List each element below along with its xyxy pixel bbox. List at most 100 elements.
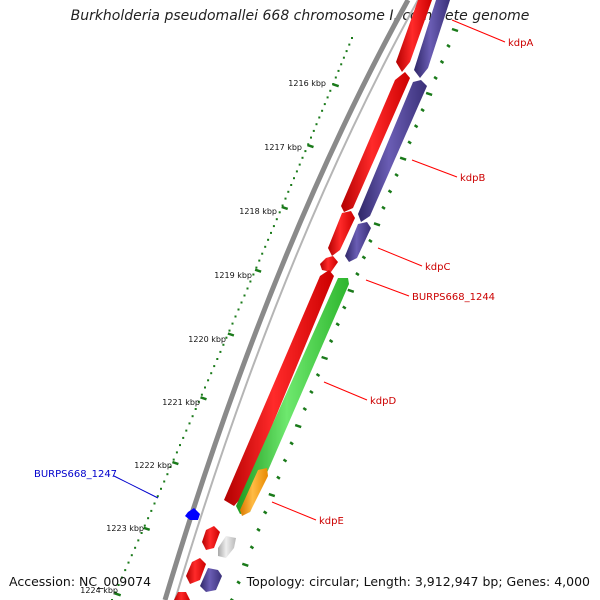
- ruler-dot: [216, 358, 219, 360]
- ruler-tick-label: 1217 kbp: [264, 143, 302, 152]
- ruler-dot: [117, 584, 120, 586]
- gene-kdpA-purple[interactable]: [414, 0, 450, 78]
- ruler-ticks: 1216 kbp 1217 kbp 1218 kbp 1219 kbp 1220 kbp…: [80, 79, 340, 597]
- ruler-dot: [337, 69, 340, 72]
- label-kdpE[interactable]: kdpE: [319, 516, 344, 527]
- gene-BURPS668_1244[interactable]: [320, 256, 338, 272]
- track-mark: [446, 43, 451, 48]
- leader-kdpC: [377, 247, 423, 267]
- gene-kdpB-purple[interactable]: [358, 80, 427, 222]
- track-mark: [302, 406, 307, 412]
- gene-kdpB-red[interactable]: [341, 72, 410, 212]
- accession-text: Accession: NC_009074: [9, 574, 152, 589]
- label-kdpA[interactable]: kdpA: [508, 38, 533, 49]
- ruler-dot: [127, 561, 130, 564]
- ruler-dot: [160, 487, 162, 490]
- ruler-dot: [194, 408, 197, 410]
- ruler-tick: [143, 526, 151, 531]
- leader-BURPS668_1247: [113, 475, 159, 499]
- ruler-dot: [172, 458, 175, 461]
- ruler-dot: [255, 266, 258, 269]
- gene-kdpD-green[interactable]: [236, 278, 349, 514]
- ruler-dot: [207, 379, 210, 382]
- track-mark: [282, 458, 288, 463]
- leader-kdpE: [271, 501, 317, 521]
- gene-kdpC-purple[interactable]: [345, 222, 371, 262]
- ruler-dot: [228, 329, 231, 332]
- gene-BURPS668_1247-blue[interactable]: [185, 508, 200, 520]
- gene-kdpD[interactable]: [224, 270, 349, 514]
- label-BURPS668_1247[interactable]: BURPS668_1247: [34, 469, 117, 480]
- gene-label-lines: [113, 19, 506, 521]
- track-mark: [368, 238, 373, 243]
- gene-kdpA-red[interactable]: [396, 0, 432, 72]
- track-mark: [451, 27, 459, 33]
- label-BURPS668_1244[interactable]: BURPS668_1244: [412, 292, 495, 303]
- label-kdpD[interactable]: kdpD: [370, 396, 396, 407]
- ruler-tick-label: 1221 kbp: [162, 398, 200, 407]
- track-mark: [420, 108, 425, 113]
- gene-lower-1[interactable]: [202, 526, 236, 558]
- gene-lower3-red[interactable]: [174, 592, 190, 600]
- ruler-dot: [237, 308, 240, 311]
- ruler-dot: [234, 315, 237, 318]
- ruler-dot: [169, 465, 172, 468]
- ruler-dot: [240, 301, 243, 304]
- gene-lower-red[interactable]: [202, 526, 220, 550]
- gene-kdpC[interactable]: [328, 211, 371, 262]
- gene-kdpA[interactable]: [396, 0, 450, 78]
- gene-kdpB[interactable]: [341, 72, 427, 222]
- gene-labels: kdpA kdpB kdpC BURPS668_1244 kdpD BURPS6…: [34, 38, 533, 527]
- gene-kdpC-red[interactable]: [328, 211, 355, 256]
- ruler-dot: [293, 177, 295, 180]
- ruler-dot: [318, 116, 321, 119]
- ruler-dot: [166, 473, 169, 476]
- gene-lower2-red[interactable]: [186, 558, 206, 584]
- ruler-dot: [278, 211, 281, 214]
- track-mark: [387, 189, 393, 194]
- ruler-dot: [287, 190, 290, 193]
- gene-lower2-purple[interactable]: [200, 568, 222, 592]
- track-mark: [241, 562, 249, 567]
- ruler-dot: [342, 56, 345, 59]
- track-mark: [373, 222, 381, 227]
- ruler-dot: [298, 163, 301, 166]
- gene-kdpD-red[interactable]: [224, 270, 334, 506]
- ruler-dot: [295, 170, 298, 173]
- ruler-dot: [315, 123, 318, 126]
- label-kdpB[interactable]: kdpB: [460, 173, 485, 184]
- ruler-dot: [179, 444, 181, 447]
- gene-kdpE-orange[interactable]: [240, 468, 268, 516]
- gene-BURPS668_1247[interactable]: [185, 508, 200, 520]
- ruler-dot: [124, 569, 127, 572]
- ruler-dot: [345, 50, 348, 53]
- gene-lower-grey[interactable]: [218, 536, 236, 558]
- track-mark: [433, 75, 438, 80]
- track-mark: [425, 91, 433, 97]
- track-mark: [263, 510, 268, 515]
- ruler-dot: [270, 231, 272, 234]
- track-mark: [407, 140, 412, 145]
- ruler-tick-label: 1222 kbp: [134, 461, 172, 470]
- ruler-dot: [130, 554, 133, 557]
- ruler-dot: [246, 287, 249, 290]
- ruler-tick: [172, 460, 179, 466]
- gene-lower-3[interactable]: [174, 592, 190, 600]
- ruler-tick: [281, 205, 289, 211]
- ruler-dot: [222, 343, 225, 346]
- ruler-tick-label: 1223 kbp: [106, 524, 144, 533]
- gene-kdpE[interactable]: [240, 468, 268, 516]
- ruler-dot: [312, 129, 315, 132]
- ruler-dot: [140, 532, 143, 534]
- gene-lower-2[interactable]: [186, 558, 222, 592]
- track-mark: [361, 255, 367, 260]
- ruler-dot: [272, 225, 275, 228]
- ruler-dot: [185, 429, 188, 432]
- ruler-dot: [213, 365, 216, 368]
- track-mark: [381, 205, 386, 210]
- track-mark: [229, 597, 235, 600]
- ruler-dot: [290, 184, 293, 186]
- ruler-dot: [143, 524, 146, 527]
- label-kdpC[interactable]: kdpC: [425, 262, 450, 273]
- gene-BURPS668_1244-shape[interactable]: [320, 256, 338, 272]
